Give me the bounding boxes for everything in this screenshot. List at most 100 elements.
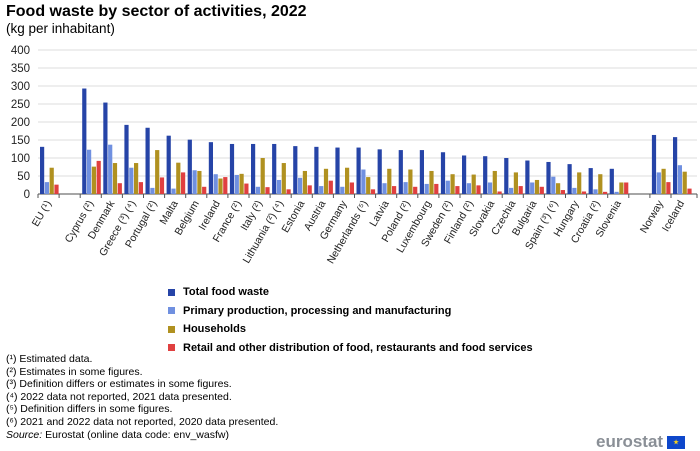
- bar: [124, 124, 129, 194]
- bar: [673, 137, 678, 194]
- bar: [682, 171, 687, 194]
- bar: [103, 102, 108, 194]
- bar: [218, 178, 223, 194]
- bar: [265, 187, 270, 194]
- bar: [159, 177, 165, 194]
- bar: [181, 172, 186, 194]
- bar: [392, 186, 397, 194]
- bar: [666, 182, 671, 194]
- bar: [476, 185, 481, 194]
- bar: [403, 182, 408, 194]
- y-tick-label: 350: [11, 63, 30, 75]
- bar: [424, 183, 429, 194]
- bar: [687, 188, 692, 194]
- legend-label: Retail and other distribution of food, r…: [183, 341, 533, 354]
- bar: [117, 183, 122, 194]
- legend-item: Primary production, processing and manuf…: [168, 302, 533, 321]
- bar: [419, 150, 424, 194]
- bar: [239, 173, 244, 194]
- bar: [455, 186, 460, 194]
- bar: [462, 155, 467, 194]
- bar: [276, 179, 282, 194]
- legend-swatch: [168, 288, 175, 296]
- bar: [534, 179, 540, 194]
- bar: [302, 170, 307, 194]
- bar: [546, 161, 551, 194]
- chart-title: Food waste by sector of activities, 2022: [6, 3, 307, 20]
- bar: [518, 186, 523, 194]
- footnote: (⁵) Definition differs in some figures.: [6, 403, 173, 416]
- bar: [54, 184, 59, 194]
- bar: [138, 182, 143, 194]
- bar: [251, 143, 256, 194]
- bar: [145, 127, 150, 194]
- bar: [166, 135, 171, 194]
- source-text: Eurostat (online data code: env_wasfw): [42, 428, 229, 441]
- bar: [49, 167, 54, 194]
- bar: [577, 172, 582, 194]
- chart-subtitle: (kg per inhabitant): [6, 21, 115, 36]
- eurostat-logo: eurostat ★: [596, 432, 686, 451]
- y-tick-label: 150: [11, 135, 30, 147]
- legend-label: Total food waste: [183, 286, 269, 299]
- bar: [556, 183, 561, 194]
- eu-flag-icon: ★: [667, 435, 686, 449]
- bar: [614, 191, 619, 194]
- bar: [202, 186, 207, 194]
- bar: [440, 152, 446, 194]
- bar: [244, 183, 249, 194]
- bar: [624, 182, 629, 194]
- bar: [370, 189, 376, 194]
- bar: [345, 167, 350, 194]
- bar: [429, 170, 434, 194]
- bar: [619, 182, 624, 194]
- source-line: Source: Eurostat (online data code: env_…: [6, 429, 278, 442]
- bar: [551, 176, 556, 194]
- bar: [560, 190, 565, 194]
- bar: [387, 168, 392, 194]
- bar: [197, 170, 202, 194]
- bar: [150, 187, 155, 194]
- y-tick-label: 100: [11, 153, 30, 165]
- bar: [286, 189, 291, 194]
- bar: [328, 180, 333, 194]
- legend-item: Retail and other distribution of food, r…: [168, 339, 533, 358]
- legend-label: Primary production, processing and manuf…: [183, 304, 452, 317]
- bar: [171, 188, 176, 194]
- bar: [307, 185, 312, 194]
- bar: [483, 156, 488, 194]
- bar: [593, 189, 598, 194]
- legend-swatch: [168, 307, 175, 315]
- bar: [255, 186, 260, 194]
- bar: [525, 160, 530, 194]
- y-tick-label: 50: [17, 171, 30, 183]
- bar: [281, 163, 286, 194]
- bar: [588, 168, 593, 194]
- bar: [272, 143, 277, 194]
- bar: [398, 150, 403, 194]
- bar: [176, 162, 181, 194]
- y-tick-label: 0: [24, 189, 30, 201]
- bar: [234, 174, 239, 194]
- bar: [408, 169, 413, 194]
- bar: [598, 174, 603, 194]
- bar: [155, 150, 160, 194]
- y-tick-label: 400: [11, 45, 30, 57]
- bar: [223, 177, 228, 194]
- bar: [298, 177, 303, 194]
- legend: Total food waste Primary production, proc…: [168, 283, 533, 357]
- bar: [651, 134, 657, 194]
- bar: [335, 147, 340, 194]
- bar: [82, 88, 87, 194]
- bar: [314, 146, 319, 194]
- logo-text: eurostat: [596, 432, 664, 451]
- bar: [87, 149, 92, 194]
- bar: [656, 172, 661, 194]
- bar: [504, 158, 509, 194]
- footnote: (³) Definition differs or estimates in s…: [6, 378, 232, 391]
- legend-swatch: [168, 325, 175, 333]
- bar: [450, 174, 455, 194]
- bar: [487, 182, 493, 194]
- legend-swatch: [168, 344, 175, 352]
- bar: [509, 187, 514, 194]
